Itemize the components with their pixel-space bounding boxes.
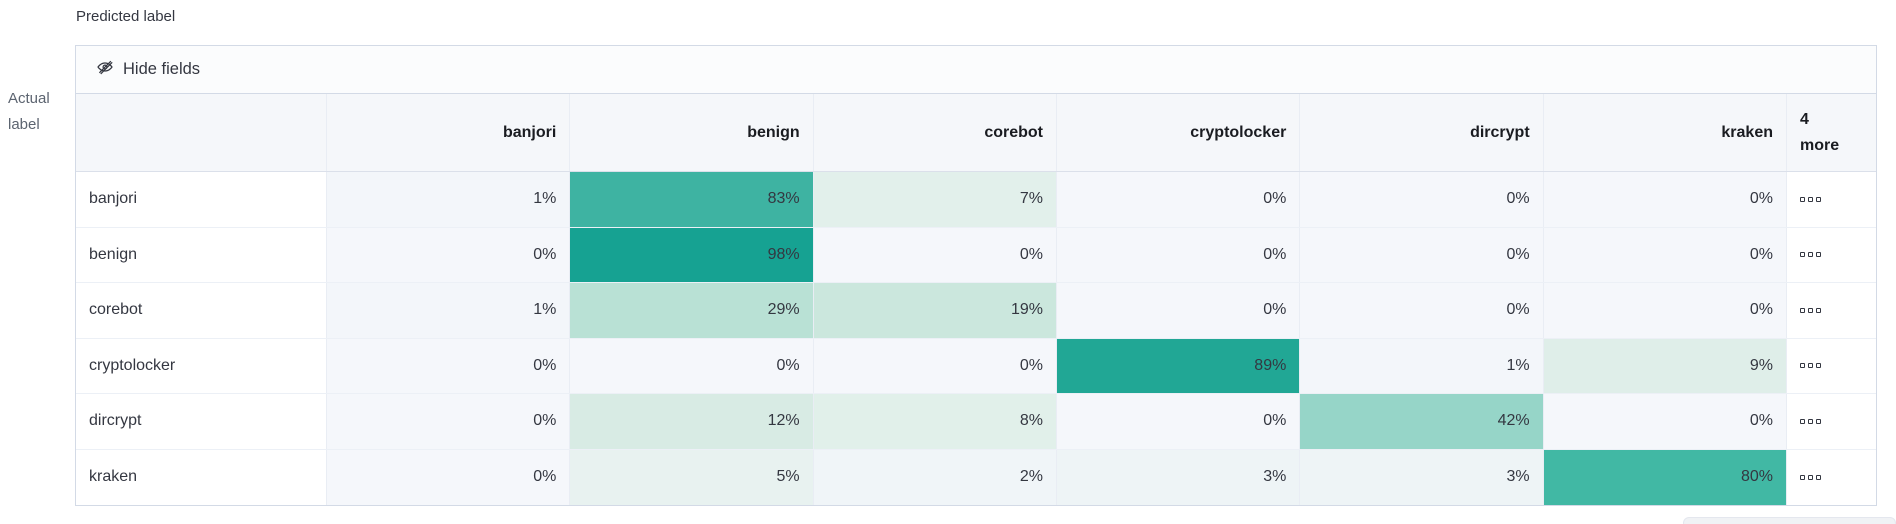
- matrix-cell-benign-banjori[interactable]: 0%: [326, 227, 570, 282]
- matrix-cell-kraken-dircrypt[interactable]: 3%: [1299, 449, 1543, 505]
- matrix-row-corebot: corebot 1% 29% 19% 0% 0% 0%: [76, 283, 1876, 339]
- row-label-corebot: corebot: [76, 283, 326, 338]
- matrix-cell-corebot-dircrypt[interactable]: 0%: [1299, 283, 1543, 338]
- boxes-horizontal-icon: [1799, 418, 1821, 424]
- hide-fields-button[interactable]: Hide fields: [96, 58, 200, 81]
- more-actions-cell-banjori[interactable]: [1785, 172, 1876, 227]
- row-label-banjori: banjori: [76, 172, 326, 227]
- matrix-cell-benign-corebot[interactable]: 0%: [812, 227, 1056, 282]
- column-header-corebot[interactable]: corebot: [812, 94, 1056, 171]
- matrix-cell-dircrypt-corebot[interactable]: 8%: [812, 394, 1056, 449]
- matrix-cell-corebot-banjori[interactable]: 1%: [326, 283, 570, 338]
- boxes-horizontal-icon: [1799, 474, 1821, 480]
- column-header-banjori[interactable]: banjori: [326, 94, 569, 171]
- matrix-row-dircrypt: dircrypt 0% 12% 8% 0% 42% 0%: [76, 394, 1876, 450]
- matrix-cell-kraken-benign[interactable]: 5%: [569, 449, 813, 505]
- matrix-cell-corebot-benign[interactable]: 29%: [569, 283, 813, 338]
- boxes-horizontal-icon: [1799, 252, 1821, 258]
- column-header-row: banjori benign corebot cryptolocker dircrypt…: [76, 94, 1876, 172]
- boxes-horizontal-icon: [1799, 196, 1821, 202]
- matrix-cell-corebot-corebot[interactable]: 19%: [812, 283, 1056, 338]
- predicted-label-axis-title: Predicted label: [76, 8, 176, 25]
- matrix-cell-benign-benign[interactable]: 98%: [569, 227, 813, 282]
- matrix-cell-dircrypt-cryptolocker[interactable]: 0%: [1055, 394, 1300, 449]
- column-header-cryptolocker[interactable]: cryptolocker: [1055, 94, 1299, 171]
- matrix-cell-cryptolocker-kraken[interactable]: 9%: [1542, 338, 1786, 393]
- grid-toolbar: Hide fields: [76, 46, 1876, 94]
- matrix-cell-cryptolocker-corebot[interactable]: 0%: [812, 338, 1056, 393]
- actual-label-line1: Actual: [8, 90, 50, 107]
- matrix-cell-corebot-kraken[interactable]: 0%: [1542, 283, 1786, 338]
- matrix-cell-banjori-kraken[interactable]: 0%: [1542, 172, 1786, 227]
- matrix-cell-dircrypt-kraken[interactable]: 0%: [1542, 394, 1786, 449]
- matrix-cell-banjori-banjori[interactable]: 1%: [326, 172, 570, 227]
- matrix-cell-banjori-corebot[interactable]: 7%: [812, 172, 1056, 227]
- column-header-kraken[interactable]: kraken: [1542, 94, 1786, 171]
- more-actions-cell-dircrypt[interactable]: [1785, 394, 1876, 449]
- confusion-matrix-grid: Hide fields banjori benign corebot cryptolo…: [75, 45, 1877, 506]
- row-label-benign: benign: [76, 227, 326, 282]
- row-label-kraken: kraken: [76, 449, 326, 505]
- more-actions-cell-corebot[interactable]: [1785, 283, 1876, 338]
- matrix-cell-kraken-cryptolocker[interactable]: 3%: [1055, 449, 1300, 505]
- matrix-cell-cryptolocker-banjori[interactable]: 0%: [326, 338, 570, 393]
- matrix-cell-corebot-cryptolocker[interactable]: 0%: [1055, 283, 1300, 338]
- actual-label-line2: label: [8, 116, 40, 133]
- column-header-dircrypt[interactable]: dircrypt: [1299, 94, 1542, 171]
- matrix-row-banjori: banjori 1% 83% 7% 0% 0% 0%: [76, 172, 1876, 228]
- more-actions-cell-cryptolocker[interactable]: [1785, 338, 1876, 393]
- matrix-cell-banjori-dircrypt[interactable]: 0%: [1299, 172, 1543, 227]
- matrix-cell-cryptolocker-cryptolocker[interactable]: 89%: [1055, 338, 1300, 393]
- matrix-cell-benign-dircrypt[interactable]: 0%: [1299, 227, 1543, 282]
- header-spacer-cell: [76, 94, 326, 171]
- matrix-cell-dircrypt-dircrypt[interactable]: 42%: [1299, 394, 1543, 449]
- matrix-cell-kraken-corebot[interactable]: 2%: [812, 449, 1056, 505]
- boxes-horizontal-icon: [1799, 307, 1821, 313]
- matrix-cell-kraken-kraken[interactable]: 80%: [1542, 449, 1786, 505]
- matrix-body: banjori 1% 83% 7% 0% 0% 0% benign 0% 98% 0% 0% 0% 0% c…: [76, 172, 1876, 505]
- matrix-cell-kraken-banjori[interactable]: 0%: [326, 449, 570, 505]
- matrix-cell-benign-kraken[interactable]: 0%: [1542, 227, 1786, 282]
- actual-label-axis-title: Actual label: [8, 86, 50, 138]
- more-actions-cell-kraken[interactable]: [1785, 449, 1876, 505]
- matrix-cell-cryptolocker-dircrypt[interactable]: 1%: [1299, 338, 1543, 393]
- matrix-row-cryptolocker: cryptolocker 0% 0% 0% 89% 1% 9%: [76, 338, 1876, 394]
- horizontal-scrollbar[interactable]: [1683, 517, 1896, 524]
- matrix-cell-benign-cryptolocker[interactable]: 0%: [1055, 227, 1300, 282]
- eye-closed-icon: [96, 58, 114, 81]
- hide-fields-label: Hide fields: [123, 60, 201, 78]
- matrix-cell-banjori-benign[interactable]: 83%: [569, 172, 813, 227]
- row-label-dircrypt: dircrypt: [76, 394, 326, 449]
- matrix-cell-dircrypt-benign[interactable]: 12%: [569, 394, 813, 449]
- matrix-cell-cryptolocker-benign[interactable]: 0%: [569, 338, 813, 393]
- matrix-cell-banjori-cryptolocker[interactable]: 0%: [1055, 172, 1300, 227]
- column-header-more[interactable]: 4 more: [1785, 94, 1876, 171]
- matrix-row-benign: benign 0% 98% 0% 0% 0% 0%: [76, 227, 1876, 283]
- boxes-horizontal-icon: [1799, 363, 1821, 369]
- row-label-cryptolocker: cryptolocker: [76, 338, 326, 393]
- matrix-cell-dircrypt-banjori[interactable]: 0%: [326, 394, 570, 449]
- more-actions-cell-benign[interactable]: [1785, 227, 1876, 282]
- matrix-row-kraken: kraken 0% 5% 2% 3% 3% 80%: [76, 449, 1876, 505]
- column-header-benign[interactable]: benign: [569, 94, 812, 171]
